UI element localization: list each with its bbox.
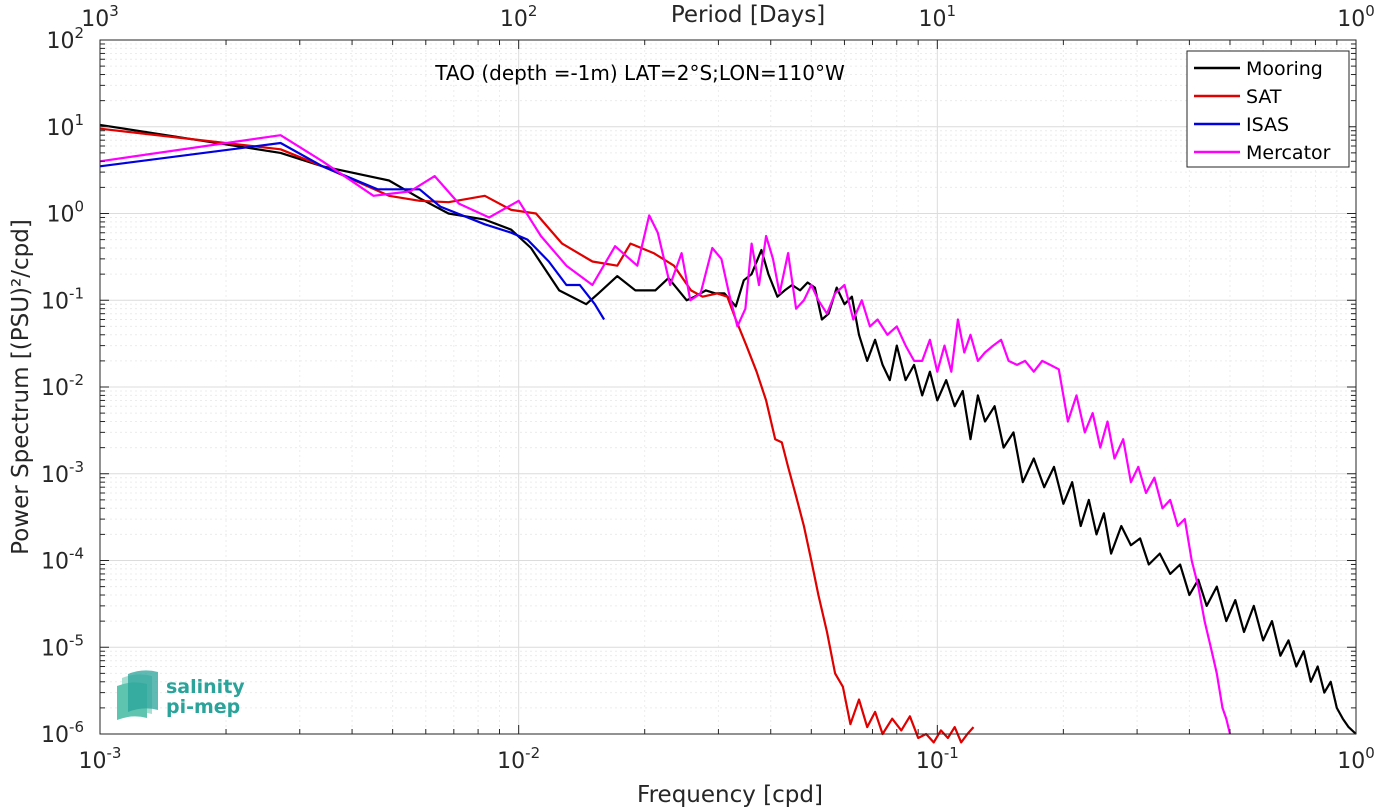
x2-axis-label: Period [Days] (671, 2, 825, 28)
y-tick-label: 10-6 (41, 718, 84, 748)
top-tick-label: 102 (500, 2, 538, 32)
logo-line1: salinity (166, 676, 245, 698)
y-tick-label: 100 (46, 198, 84, 228)
legend-box (1186, 50, 1350, 168)
x-axis-label: Frequency [cpd] (637, 782, 823, 808)
chart-title: TAO (depth =-1m) LAT=2°S;LON=110°W (434, 61, 845, 85)
y-tick-label: 10-3 (41, 458, 84, 488)
x-tick-label: 10-3 (79, 744, 122, 774)
logo-wave-3 (128, 670, 158, 712)
series-layer (99, 123, 1357, 744)
y-tick-label: 10-4 (41, 545, 84, 575)
series-line-mooring (99, 123, 1357, 735)
legend-label-isas: ISAS (1246, 114, 1289, 136)
top-tick-label: 103 (81, 2, 119, 32)
legend: Mooring SAT ISAS Mercator (1186, 50, 1350, 168)
top-tick-label: 101 (919, 2, 957, 32)
salinity-pi-mep-logo: salinity pi-mep (117, 670, 245, 720)
legend-label-mercator: Mercator (1246, 142, 1331, 164)
y-tick-label: 10-5 (41, 631, 84, 661)
y-tick-label: 10-2 (41, 371, 84, 401)
legend-label-sat: SAT (1246, 86, 1282, 108)
legend-label-mooring: Mooring (1246, 58, 1323, 80)
x-tick-label: 100 (1337, 744, 1375, 774)
series-line-isas (99, 141, 606, 321)
y-tick-label: 102 (46, 24, 84, 54)
top-tick-label: 100 (1337, 2, 1375, 32)
series-line-mercator (99, 134, 1232, 735)
logo-line2: pi-mep (166, 696, 240, 718)
y-tick-label: 101 (46, 111, 84, 141)
y-tick-label: 10-1 (41, 284, 84, 314)
y-axis-label: Power Spectrum [(PSU)²/cpd] (8, 219, 34, 555)
x-tick-label: 10-2 (497, 744, 540, 774)
x-tick-label: 10-1 (916, 744, 959, 774)
ticks (99, 40, 1356, 735)
